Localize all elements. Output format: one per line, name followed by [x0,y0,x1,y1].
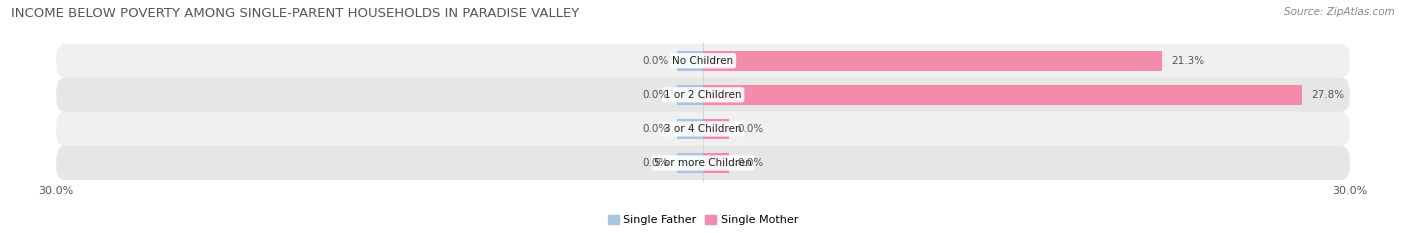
Bar [678,85,703,105]
Bar [678,51,703,71]
Text: 5 or more Children: 5 or more Children [654,158,752,168]
Text: 21.3%: 21.3% [1171,56,1204,66]
Text: 3 or 4 Children: 3 or 4 Children [664,124,742,134]
FancyBboxPatch shape [56,112,1350,146]
Text: 0.0%: 0.0% [643,158,668,168]
Text: 27.8%: 27.8% [1310,90,1344,100]
Bar [678,119,703,139]
Text: Source: ZipAtlas.com: Source: ZipAtlas.com [1284,7,1395,17]
Text: 0.0%: 0.0% [643,124,668,134]
Text: 0.0%: 0.0% [738,124,763,134]
Bar [703,153,728,173]
Text: No Children: No Children [672,56,734,66]
FancyBboxPatch shape [56,146,1350,180]
Legend: Single Father, Single Mother: Single Father, Single Mother [607,215,799,225]
FancyBboxPatch shape [56,78,1350,112]
Text: 0.0%: 0.0% [738,158,763,168]
Text: INCOME BELOW POVERTY AMONG SINGLE-PARENT HOUSEHOLDS IN PARADISE VALLEY: INCOME BELOW POVERTY AMONG SINGLE-PARENT… [11,7,579,20]
Bar [703,119,728,139]
Bar [703,85,1302,105]
Bar [678,153,703,173]
Text: 0.0%: 0.0% [643,56,668,66]
Text: 0.0%: 0.0% [643,90,668,100]
Text: 1 or 2 Children: 1 or 2 Children [664,90,742,100]
FancyBboxPatch shape [56,44,1350,78]
Bar [703,51,1163,71]
